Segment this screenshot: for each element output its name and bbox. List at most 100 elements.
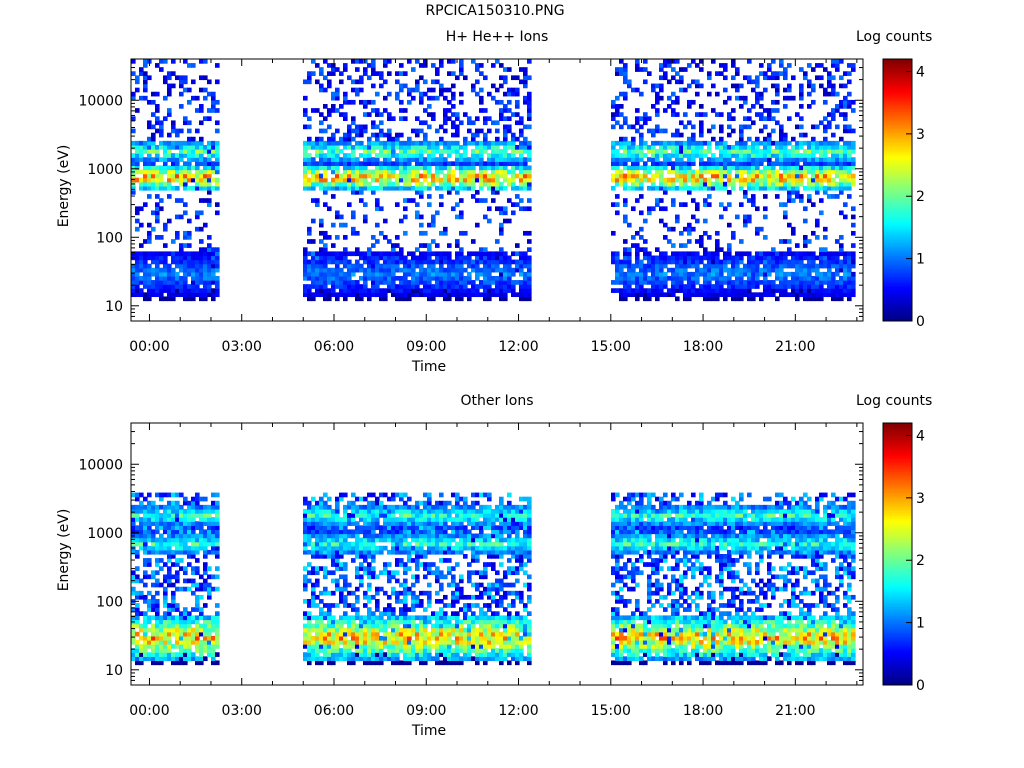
colorbar-step <box>883 157 912 160</box>
colorbar-step <box>883 301 912 305</box>
colorbar-step <box>883 429 912 433</box>
colorbar-step <box>883 307 912 311</box>
colorbar-step <box>883 527 912 531</box>
colorbar-step <box>883 242 912 246</box>
colorbar-step <box>883 168 912 171</box>
x-tick-label: 15:00 <box>591 703 631 719</box>
colorbar-step <box>883 231 912 235</box>
colorbar-step <box>883 200 912 204</box>
x-axis-label: Time <box>411 359 446 375</box>
colorbar-step <box>883 654 912 658</box>
colorbar-step <box>883 650 912 653</box>
colorbar-step <box>883 279 912 283</box>
colorbar-tick-label: 4 <box>916 428 925 444</box>
colorbar-step <box>883 499 912 503</box>
colorbar-step <box>883 131 912 134</box>
colorbar-step <box>883 286 912 289</box>
colorbar-step <box>883 89 912 93</box>
colorbar-step <box>883 641 912 645</box>
colorbar-step <box>883 292 912 296</box>
colorbar-step <box>883 488 912 492</box>
colorbar-step <box>883 606 912 610</box>
colorbar-step <box>883 656 912 660</box>
colorbar-step <box>883 111 912 115</box>
colorbar-step <box>883 172 912 176</box>
colorbar-step <box>883 477 912 481</box>
colorbar-step <box>883 479 912 483</box>
colorbar-step <box>883 519 912 522</box>
colorbar-step <box>883 444 912 448</box>
colorbar-step <box>883 423 912 426</box>
colorbar-step <box>883 305 912 309</box>
colorbar-step <box>883 170 912 174</box>
colorbar-step <box>883 674 912 677</box>
colorbar-step <box>883 109 912 112</box>
panel2-colorbar: 0 1 2 3 4 <box>882 422 925 694</box>
x-tick-label: 15:00 <box>591 339 631 355</box>
colorbar-step <box>883 314 912 318</box>
colorbar-step <box>883 211 912 215</box>
colorbar-step <box>883 442 912 446</box>
colorbar-step <box>883 190 912 193</box>
colorbar-step <box>883 227 912 230</box>
colorbar-step <box>883 207 912 211</box>
colorbar-step <box>883 438 912 441</box>
colorbar-step <box>883 277 912 281</box>
colorbar-step <box>883 72 912 75</box>
colorbar-step <box>883 113 912 117</box>
colorbar-step <box>883 481 912 485</box>
colorbar-step <box>883 495 912 498</box>
colorbar-step <box>883 183 912 187</box>
colorbar-step <box>883 468 912 472</box>
page-title: RPCICA150310.PNG <box>425 3 565 19</box>
colorbar-step <box>883 669 912 673</box>
colorbar-step <box>883 663 912 666</box>
colorbar-step <box>883 117 912 121</box>
colorbar-step <box>883 433 912 437</box>
colorbar-tick-label: 3 <box>916 127 925 143</box>
colorbar-step <box>883 76 912 80</box>
colorbar-step <box>883 634 912 638</box>
colorbar-step <box>883 460 912 463</box>
colorbar-step <box>883 516 912 520</box>
colorbar-step <box>883 246 912 250</box>
colorbar-step <box>883 569 912 572</box>
colorbar-step <box>883 203 912 206</box>
colorbar-step <box>883 586 912 590</box>
colorbar-step <box>883 682 912 686</box>
colorbar-step <box>883 584 912 588</box>
colorbar-step <box>883 578 912 581</box>
colorbar-step <box>883 431 912 435</box>
colorbar-step <box>883 288 912 291</box>
colorbar-step <box>883 501 912 505</box>
colorbar-step <box>883 85 912 88</box>
colorbar-step <box>883 678 912 682</box>
x-tick-label: 03:00 <box>222 703 262 719</box>
colorbar-step <box>883 490 912 494</box>
x-tick-label: 00:00 <box>129 339 169 355</box>
x-tick-label: 12:00 <box>498 703 538 719</box>
x-tick-label: 09:00 <box>406 339 446 355</box>
colorbar-step <box>883 128 912 132</box>
colorbar-step <box>883 152 912 156</box>
y-tick-label: 10 <box>105 299 123 315</box>
colorbar-step <box>883 194 912 198</box>
colorbar-step <box>883 449 912 452</box>
colorbar-step <box>883 551 912 555</box>
x-tick-label: 18:00 <box>683 339 723 355</box>
x-tick-label: 09:00 <box>406 703 446 719</box>
colorbar-step <box>883 602 912 605</box>
colorbar-tick-label: 2 <box>916 553 925 569</box>
colorbar-step <box>883 96 912 99</box>
colorbar-step <box>883 529 912 533</box>
colorbar-step <box>883 612 912 616</box>
colorbar-step <box>883 187 912 191</box>
colorbar-step <box>883 484 912 487</box>
colorbar-step <box>883 580 912 583</box>
colorbar-step <box>883 591 912 594</box>
colorbar-step <box>883 238 912 241</box>
colorbar-step <box>883 93 912 97</box>
colorbar-step <box>883 549 912 553</box>
colorbar-step <box>883 165 912 169</box>
colorbar-step <box>883 102 912 106</box>
